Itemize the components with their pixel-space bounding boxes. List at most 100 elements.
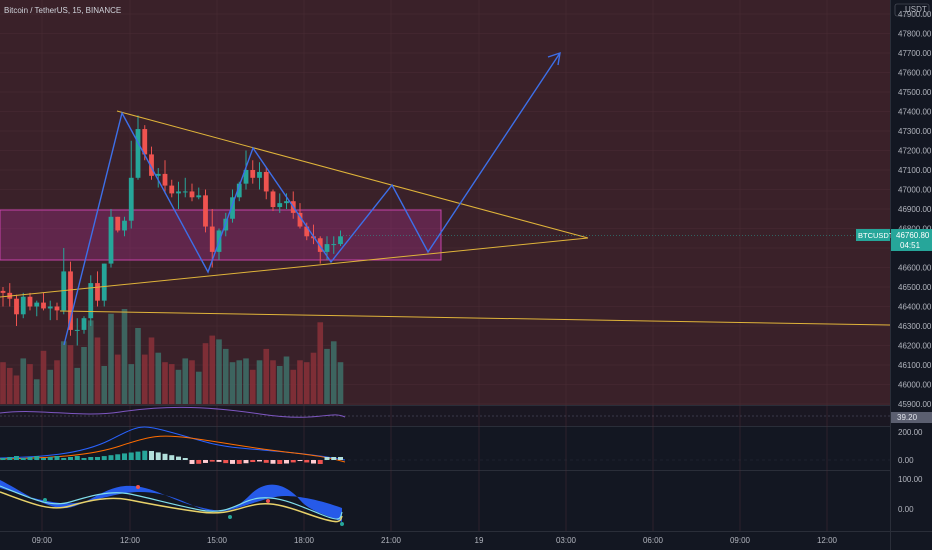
volume-bar [263,348,270,404]
macd-histogram-bar [277,460,283,464]
price-axis[interactable]: 47900.00 47800.00 47700.00 47600.00 47500.00… [898,10,932,409]
candle-body [122,220,127,231]
candle-body [250,170,256,178]
macd-histogram-bar [95,457,100,460]
symbol-title[interactable]: Bitcoin / TetherUS, 15, BINANCE [4,6,121,15]
candle-body [263,171,269,192]
macd-histogram-bar [122,453,127,460]
candle-body [209,226,215,252]
current-price-value: 46760.80 [896,231,930,240]
price-tick-label: 46000.00 [898,381,932,390]
volume-bar [202,343,209,404]
macd-histogram-bar [311,460,316,464]
macd-indicator [0,426,890,463]
volume-bar [60,341,67,404]
price-tick-label: 47300.00 [898,127,932,136]
time-tick-label: 12:00 [817,536,838,545]
volume-bar [6,367,13,404]
volume-bar [47,369,54,404]
macd-histogram-bar [101,456,107,460]
macd-histogram-bar [0,458,6,460]
macd-histogram-bar [290,460,296,463]
oscillator-indicator [0,480,344,526]
time-tick-label: 18:00 [294,536,315,545]
volume-bar [337,362,344,404]
volume-bar [195,371,202,404]
grid-lines [0,0,890,531]
price-tick-label: 46600.00 [898,264,932,273]
candle-body [243,170,249,184]
projection-path[interactable] [63,51,561,346]
macd-histogram-bar [155,452,161,460]
macd-histogram-bar [162,453,168,460]
volume-bar [27,364,33,404]
price-tick-label: 46400.00 [898,303,932,312]
main-pane-background [0,0,890,405]
candle-body [203,195,208,227]
volume-bar [40,350,47,404]
volume-bar [276,366,283,404]
volume-bar [256,360,263,404]
support-line[interactable] [59,310,891,326]
lower-trendline[interactable] [0,237,589,298]
trendlines[interactable] [0,110,891,326]
volume-bar [216,339,222,404]
volume-bar [121,309,128,404]
price-tick-label: 47000.00 [898,186,932,195]
macd-histogram-bar [7,457,13,460]
osc-axis-top: 100.00 [898,475,923,484]
volume-bar [162,362,168,404]
macd-histogram-bar [257,460,262,462]
candle-body [142,129,148,155]
candle-body [297,212,303,227]
volume-bars [0,309,344,404]
currency-label[interactable]: USDT [905,5,927,14]
price-tick-label: 46900.00 [898,205,932,214]
volume-bar [87,320,94,404]
time-axis[interactable]: 09:00 12:00 15:00 18:00 21:00 19 03:00 06:00 09:… [32,536,838,545]
macd-histogram [0,450,343,464]
candle-body [108,216,114,264]
candle-body [20,296,26,315]
candle-body [54,306,60,311]
price-tick-label: 45900.00 [898,400,932,409]
macd-histogram-bar [338,457,343,460]
macd-pane-background [0,427,890,470]
upper-trendline[interactable] [116,110,589,239]
candle-body [196,195,202,198]
price-tick-label: 47600.00 [898,69,932,78]
time-tick-label: 06:00 [643,536,664,545]
time-tick-label: 09:00 [32,536,53,545]
macd-histogram-bar [223,460,229,464]
candle-body [135,129,141,178]
candle-body [68,271,73,330]
volume-bar [81,347,87,404]
volume-bar [54,360,60,404]
volume-bar [94,337,101,404]
volume-bar [141,354,148,404]
macd-histogram-bar [14,456,19,460]
macd-histogram-bar [297,460,303,462]
oscillator-pane-background [0,471,890,531]
time-tick-label: 15:00 [207,536,228,545]
price-tick-label: 47900.00 [898,10,932,19]
macd-histogram-bar [74,456,80,460]
price-tick-label: 47400.00 [898,108,932,117]
macd-axis-top: 200.00 [898,428,923,437]
volume-bar [114,354,121,404]
volume-bar [101,366,108,404]
macd-histogram-bar [189,460,195,464]
macd-histogram-bar [149,451,154,460]
current-price-badge: BTCUSDT 46760.80 04:51 [340,229,932,251]
candle-body [162,173,168,186]
volume-bar [0,362,6,404]
macd-histogram-bar [250,460,256,463]
volume-bar [310,352,317,404]
volume-bar [67,345,74,404]
candle-body [101,263,107,301]
volume-bar [330,341,337,404]
candle-body [95,283,100,301]
macd-histogram-bar [209,460,215,462]
macd-histogram-bar [128,452,134,460]
